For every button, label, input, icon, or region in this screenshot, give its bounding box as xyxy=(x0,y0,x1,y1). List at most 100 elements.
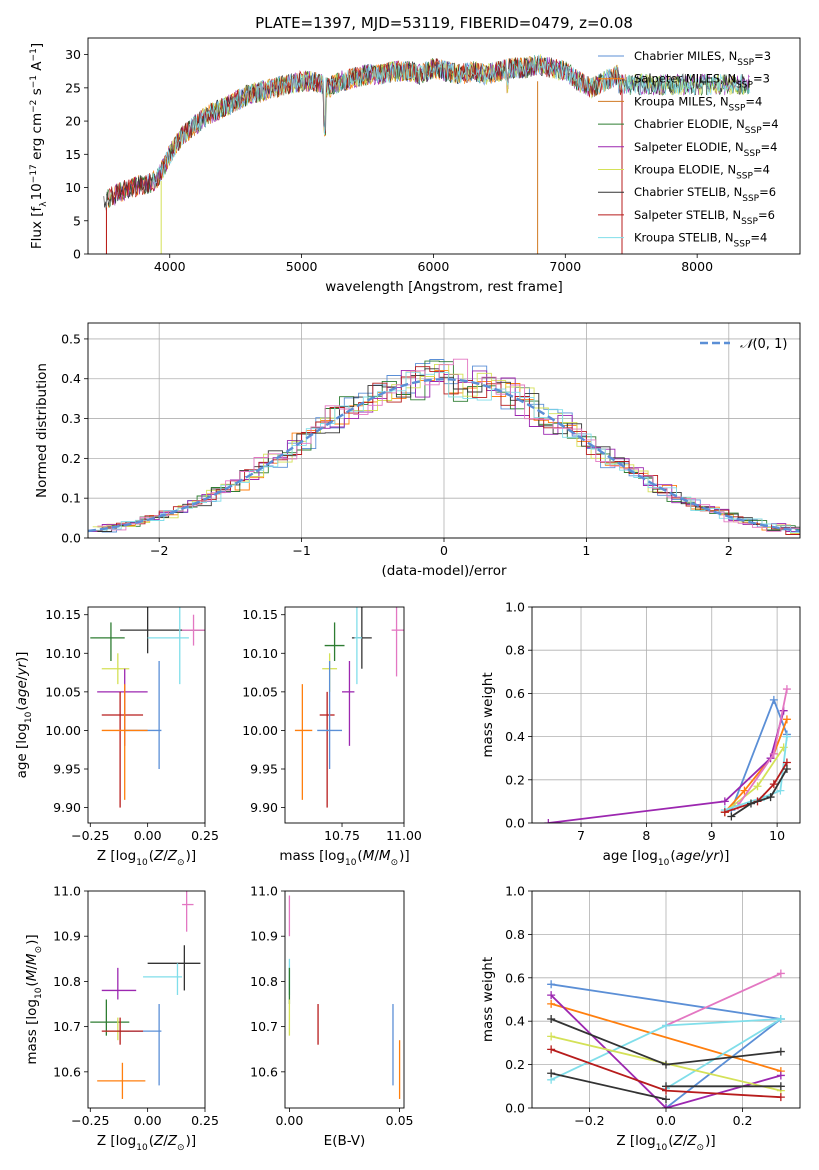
plot-area xyxy=(544,685,791,823)
x-tick-label: −2 xyxy=(150,543,168,558)
label-part: ⊙ xyxy=(177,1143,185,1153)
legend-label: Kroupa ELODIE, N xyxy=(634,163,736,177)
y-tick-label: 9.90 xyxy=(53,800,81,815)
x-tick-label: 8000 xyxy=(681,259,713,274)
y-tick-label: 10.10 xyxy=(242,646,278,661)
label-part: −1 xyxy=(29,48,39,61)
x-tick-label: 0 xyxy=(440,543,448,558)
y-tick-label: 10.05 xyxy=(242,684,278,699)
weight-line xyxy=(730,768,788,818)
y-tick-label: 10.15 xyxy=(45,607,81,622)
y-tick-label: 10.6 xyxy=(250,1064,278,1079)
y-tick-label: 30 xyxy=(65,47,81,62)
label-part: mass [log xyxy=(279,848,345,864)
y-tick-label: 0.6 xyxy=(505,970,525,985)
x-tick-label: 9 xyxy=(708,828,716,843)
x-tick-label: 7000 xyxy=(549,259,581,274)
weight-marker xyxy=(776,1071,785,1080)
axes-frame xyxy=(531,606,801,824)
weight-marker xyxy=(782,685,791,694)
label-part: erg cm xyxy=(29,113,45,164)
label-part: )] xyxy=(14,652,30,663)
label-part: ( xyxy=(670,848,675,864)
normal-curve xyxy=(88,377,800,533)
label-part: 10 xyxy=(658,858,670,868)
x-tick-label: 0.0 xyxy=(656,1113,676,1128)
y-tick-label: 0 xyxy=(73,247,81,262)
label-part: ( xyxy=(668,1133,673,1149)
x-tick-label: 5000 xyxy=(286,259,318,274)
label-part: )] xyxy=(24,934,40,945)
axes-frame xyxy=(284,606,405,824)
legend-sub: SSP xyxy=(729,103,746,113)
weight-marker xyxy=(776,1015,785,1024)
weight-marker xyxy=(782,765,791,773)
label-part: age [log xyxy=(14,723,30,778)
legend-value: =4 xyxy=(745,94,762,108)
legend-label: Salpeter STELIB, N xyxy=(634,208,741,222)
axes-frame xyxy=(284,890,405,1109)
y-tick-label: 0.3 xyxy=(61,411,81,426)
label-part: A xyxy=(29,61,45,75)
plot-area xyxy=(90,607,205,808)
weight-line xyxy=(550,983,782,1020)
y-tick-label: 0.2 xyxy=(61,451,81,466)
panel-age_vs_mass: 10.75 11.00 9.90 9.95 10.00 10.05 10.10 10.15 ma… xyxy=(242,606,422,868)
label-part: Z [log xyxy=(616,1133,655,1149)
label-part: / xyxy=(163,1133,168,1149)
plot-area xyxy=(547,969,785,1108)
legend-entry: Salpeter MILES, NSSP=3 xyxy=(634,72,770,91)
x-axis-label: (data-model)/error xyxy=(381,563,507,579)
x-tick-label: 0.25 xyxy=(191,1113,219,1128)
x-tick-label: −0.25 xyxy=(71,828,109,843)
y-tick-label: 10.7 xyxy=(250,1019,278,1034)
label-part: ⊙ xyxy=(34,946,44,954)
label-part: / xyxy=(701,848,706,864)
label-part: M xyxy=(24,953,40,965)
y-axis-label: mass [log10(M/M⊙)] xyxy=(24,934,44,1064)
weight-marker xyxy=(662,1021,670,1030)
y-tick-label: 0.4 xyxy=(505,729,525,744)
panel-weight_vs_Z: −0.2 0.0 0.20.00.20.40.60.81.0Z [log10(Z/Z… xyxy=(480,884,801,1153)
label-part: ⊙ xyxy=(697,1143,705,1153)
legend-sub: SSP xyxy=(744,149,761,159)
legend-entry: Chabrier MILES, NSSP=3 xyxy=(634,49,771,68)
label-part: / xyxy=(14,675,30,680)
label-part: mass [log xyxy=(24,999,40,1065)
y-tick-label: 10.15 xyxy=(242,607,278,622)
x-tick-label: 4000 xyxy=(154,259,186,274)
spectrum-line xyxy=(152,54,751,189)
weight-marker xyxy=(776,1093,785,1102)
legend-label: Salpeter MILES, N xyxy=(634,72,736,86)
x-axis-label: Z [log10(Z/Z⊙)] xyxy=(97,848,196,868)
weight-marker xyxy=(782,715,791,724)
x-axis-label: age [log10(age/yr)] xyxy=(603,848,730,868)
x-tick-label: 6000 xyxy=(418,259,450,274)
x-tick-label: 0.2 xyxy=(733,1113,753,1128)
weight-line xyxy=(665,972,782,1027)
label-part: )] xyxy=(719,848,730,864)
label-part: age xyxy=(14,680,30,705)
label-part: Z xyxy=(686,1133,697,1149)
weight-line xyxy=(550,1072,667,1101)
y-tick-label: 10 xyxy=(65,180,81,195)
weight-marker xyxy=(753,782,762,791)
y-axis-label: Flux [fλ10−17 erg cm−2 s−1 A−1] xyxy=(29,43,49,249)
label-part: M xyxy=(379,848,391,864)
weight-line xyxy=(724,718,788,813)
legend-label: Chabrier ELODIE, N xyxy=(634,117,745,131)
x-axis-label: Z [log10(Z/Z⊙)] xyxy=(616,1133,715,1153)
y-tick-label: 0.2 xyxy=(505,772,525,787)
legend-entry: Chabrier STELIB, NSSP=6 xyxy=(634,185,776,204)
label-part: Normed distribution xyxy=(34,363,50,498)
weight-marker xyxy=(776,1047,785,1056)
x-tick-label: 1 xyxy=(582,543,590,558)
y-tick-label: 0.4 xyxy=(505,1014,525,1029)
y-tick-label: 0.8 xyxy=(505,643,525,658)
y-axis-label: mass weight xyxy=(480,672,496,757)
weight-line xyxy=(550,1002,782,1072)
label-part: −17 xyxy=(29,164,39,183)
label-part: Z xyxy=(153,848,164,864)
label-part: / xyxy=(374,848,379,864)
legend-entry: Kroupa MILES, NSSP=4 xyxy=(634,94,762,113)
